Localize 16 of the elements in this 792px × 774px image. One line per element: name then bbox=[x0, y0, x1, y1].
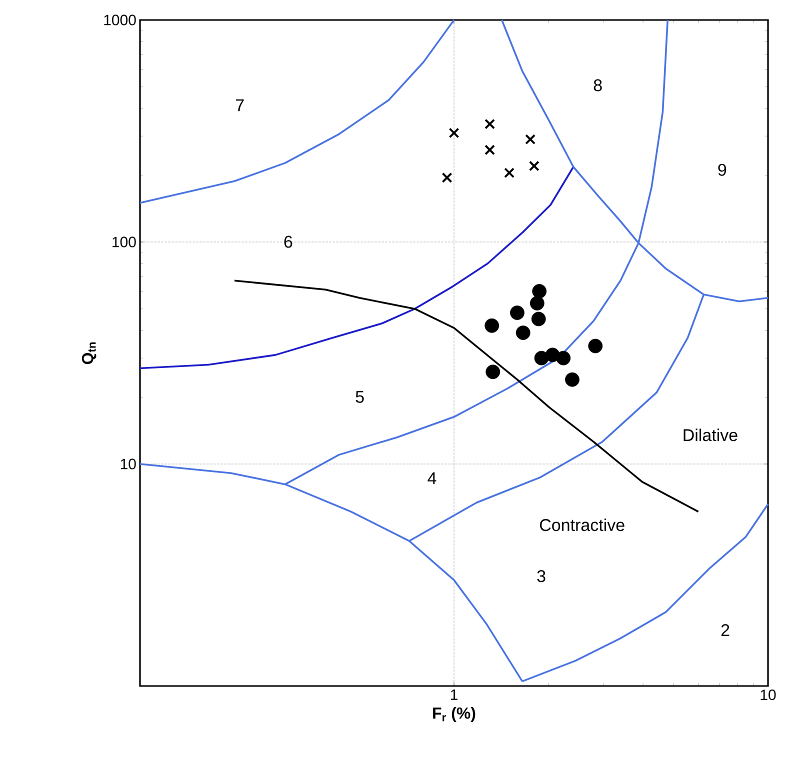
annotation: Contractive bbox=[540, 518, 624, 532]
annotation: 7 bbox=[236, 99, 244, 112]
annotation: 2 bbox=[721, 624, 730, 636]
annotation: 6 bbox=[284, 236, 292, 248]
annotation: 8 bbox=[594, 79, 602, 92]
annotation: Dilative bbox=[684, 428, 738, 442]
text: Q$_{tn}$ bbox=[82, 342, 96, 364]
text: F$_{r}$ (%) bbox=[433, 707, 476, 722]
y-tick-label: 100 bbox=[112, 236, 136, 248]
annotation: 3 bbox=[537, 570, 546, 582]
annotation: 5 bbox=[356, 391, 364, 403]
annotation: 4 bbox=[428, 472, 436, 484]
y-tick-label: 10 bbox=[120, 458, 136, 470]
annotation: 9 bbox=[718, 164, 726, 176]
y-tick-label: 1000 bbox=[104, 14, 136, 26]
x-tick-label: 1 bbox=[450, 690, 458, 700]
